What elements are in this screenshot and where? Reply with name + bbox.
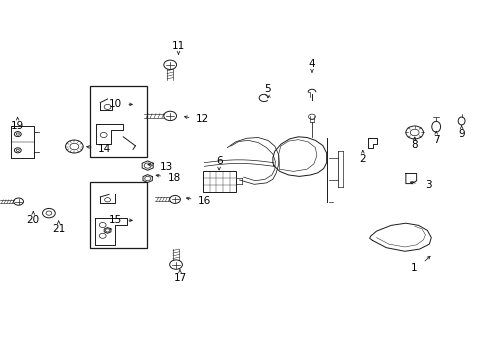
Text: 21: 21: [52, 224, 65, 234]
Text: 9: 9: [457, 129, 464, 139]
Text: 10: 10: [109, 99, 122, 109]
Text: 8: 8: [410, 140, 417, 150]
Text: 15: 15: [108, 215, 122, 225]
Text: 13: 13: [159, 162, 173, 172]
Text: 6: 6: [215, 156, 222, 166]
Text: 2: 2: [359, 154, 366, 164]
Text: 16: 16: [197, 196, 211, 206]
Text: 17: 17: [173, 273, 186, 283]
Text: 18: 18: [167, 172, 181, 183]
Bar: [90, 86, 146, 157]
Text: 3: 3: [425, 180, 431, 190]
Text: 5: 5: [264, 84, 271, 94]
Text: 1: 1: [410, 263, 417, 273]
Text: 12: 12: [195, 114, 209, 125]
Text: 19: 19: [11, 121, 24, 131]
Text: 11: 11: [171, 41, 185, 51]
Text: 4: 4: [308, 59, 315, 69]
Text: 7: 7: [432, 135, 439, 145]
Bar: [90, 182, 146, 248]
Text: 20: 20: [27, 215, 40, 225]
Bar: [203, 171, 236, 192]
Text: 14: 14: [98, 144, 111, 153]
